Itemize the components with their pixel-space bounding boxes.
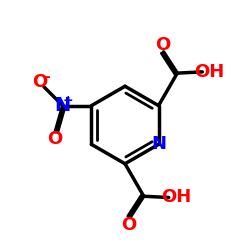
Text: O: O <box>48 130 63 148</box>
Text: O: O <box>32 74 48 91</box>
Text: N: N <box>151 135 166 153</box>
Text: OH: OH <box>160 188 191 206</box>
Text: O: O <box>121 216 136 234</box>
Text: O: O <box>155 36 170 54</box>
Text: +: + <box>63 94 74 106</box>
Text: OH: OH <box>194 63 224 81</box>
Text: N: N <box>54 96 71 115</box>
Text: -: - <box>44 70 50 85</box>
